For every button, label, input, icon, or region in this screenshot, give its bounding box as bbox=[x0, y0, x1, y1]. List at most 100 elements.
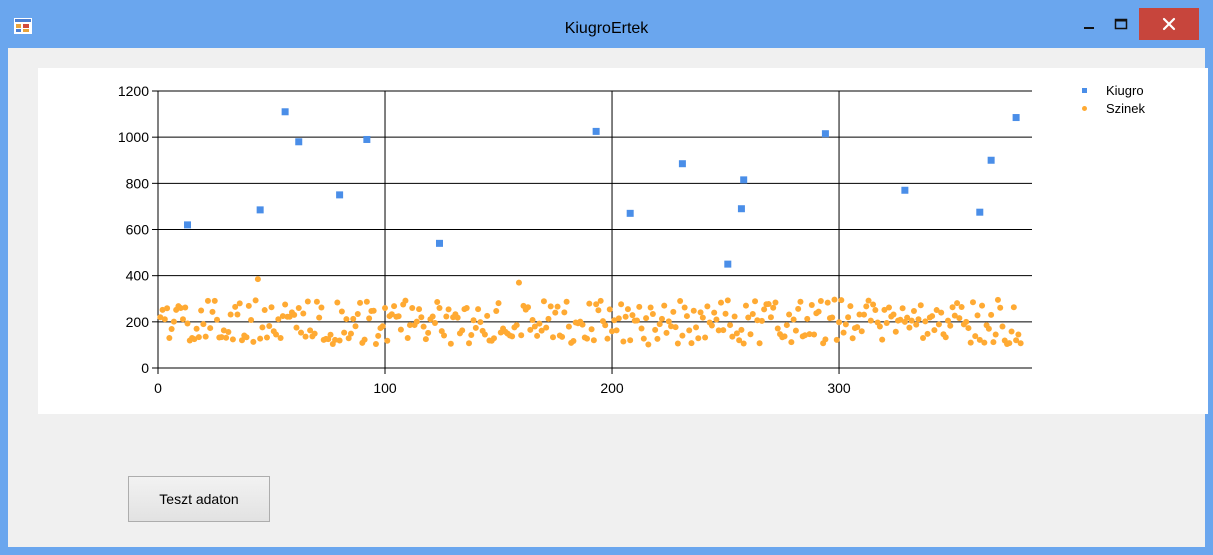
data-point-szinek bbox=[304, 298, 311, 305]
y-tick-label: 0 bbox=[141, 360, 149, 376]
data-point-szinek bbox=[774, 325, 781, 332]
data-point-kiugro bbox=[435, 239, 443, 247]
data-point-szinek bbox=[350, 315, 357, 322]
data-point-szinek bbox=[904, 314, 911, 321]
data-point-szinek bbox=[343, 316, 350, 323]
data-point-szinek bbox=[754, 317, 761, 324]
data-point-szinek bbox=[861, 311, 868, 318]
data-point-szinek bbox=[736, 337, 743, 344]
data-point-szinek bbox=[447, 340, 454, 347]
data-point-szinek bbox=[833, 336, 840, 343]
app-icon[interactable] bbox=[14, 18, 32, 34]
data-point-szinek bbox=[752, 298, 759, 305]
data-point-szinek bbox=[184, 320, 191, 327]
data-point-szinek bbox=[529, 316, 536, 323]
data-point-szinek bbox=[404, 334, 411, 341]
data-point-szinek bbox=[354, 310, 361, 317]
data-point-szinek bbox=[969, 299, 976, 306]
title-bar[interactable]: KiugroErtek bbox=[0, 0, 1213, 58]
data-point-szinek bbox=[711, 309, 718, 316]
data-point-szinek bbox=[988, 311, 995, 318]
test-data-button[interactable]: Teszt adaton bbox=[128, 476, 270, 522]
data-point-szinek bbox=[618, 301, 625, 308]
data-point-szinek bbox=[622, 313, 629, 320]
data-point-szinek bbox=[845, 314, 852, 321]
close-icon[interactable] bbox=[1139, 8, 1199, 40]
data-point-szinek bbox=[300, 310, 307, 317]
client-area: 0 200 400 600 800 1000 1200 0 100 200 300 Kiugro S… bbox=[8, 48, 1208, 547]
data-point-szinek bbox=[690, 307, 697, 314]
data-point-szinek bbox=[720, 327, 727, 334]
data-point-szinek bbox=[195, 334, 202, 341]
data-point-szinek bbox=[238, 337, 245, 344]
data-point-szinek bbox=[443, 313, 450, 320]
data-point-szinek bbox=[668, 323, 675, 330]
data-point-szinek bbox=[357, 299, 364, 306]
data-point-szinek bbox=[250, 338, 257, 345]
data-point-szinek bbox=[654, 335, 661, 342]
data-point-szinek bbox=[243, 334, 250, 341]
data-point-szinek bbox=[409, 304, 416, 311]
data-point-szinek bbox=[897, 316, 904, 323]
maximize-icon[interactable] bbox=[1108, 14, 1134, 36]
data-point-szinek bbox=[277, 334, 284, 341]
data-point-szinek bbox=[525, 304, 532, 311]
data-point-szinek bbox=[366, 315, 373, 322]
data-point-szinek bbox=[815, 308, 822, 315]
data-point-szinek bbox=[402, 297, 409, 304]
data-point-szinek bbox=[942, 334, 949, 341]
data-point-szinek bbox=[1013, 337, 1020, 344]
data-point-szinek bbox=[879, 336, 886, 343]
data-point-szinek bbox=[170, 318, 177, 325]
data-point-szinek bbox=[699, 314, 706, 321]
data-point-szinek bbox=[597, 297, 604, 304]
data-point-szinek bbox=[865, 297, 872, 304]
data-point-kiugro bbox=[295, 138, 303, 146]
data-point-szinek bbox=[863, 303, 870, 310]
data-point-szinek bbox=[332, 336, 339, 343]
data-point-szinek bbox=[695, 335, 702, 342]
data-point-szinek bbox=[620, 338, 627, 345]
data-point-szinek bbox=[379, 323, 386, 330]
data-point-szinek bbox=[783, 322, 790, 329]
data-point-szinek bbox=[561, 309, 568, 316]
data-point-szinek bbox=[588, 326, 595, 333]
data-point-szinek bbox=[665, 318, 672, 325]
data-point-szinek bbox=[454, 314, 461, 321]
data-point-szinek bbox=[761, 306, 768, 313]
data-point-szinek bbox=[913, 321, 920, 328]
data-point-szinek bbox=[543, 324, 550, 331]
data-point-szinek bbox=[586, 300, 593, 307]
y-tick-label: 1200 bbox=[118, 83, 149, 99]
data-point-szinek bbox=[727, 322, 734, 329]
data-point-szinek bbox=[633, 317, 640, 324]
data-point-szinek bbox=[441, 332, 448, 339]
data-point-szinek bbox=[166, 334, 173, 341]
data-point-szinek bbox=[951, 312, 958, 319]
data-point-kiugro bbox=[184, 221, 192, 229]
data-point-szinek bbox=[429, 313, 436, 320]
legend-marker-kiugro bbox=[1082, 88, 1087, 93]
data-point-szinek bbox=[849, 335, 856, 342]
data-point-szinek bbox=[738, 326, 745, 333]
data-point-szinek bbox=[336, 337, 343, 344]
data-point-szinek bbox=[990, 339, 997, 346]
data-point-szinek bbox=[375, 332, 382, 339]
data-point-szinek bbox=[273, 331, 280, 338]
data-point-szinek bbox=[179, 316, 186, 323]
data-point-szinek bbox=[252, 297, 259, 304]
scatter-chart: 0 200 400 600 800 1000 1200 0 100 200 300 Kiugro S… bbox=[38, 68, 1208, 414]
data-point-szinek bbox=[334, 299, 341, 306]
data-point-szinek bbox=[590, 337, 597, 344]
data-point-szinek bbox=[824, 299, 831, 306]
data-point-szinek bbox=[570, 337, 577, 344]
minimize-icon[interactable] bbox=[1076, 14, 1102, 36]
data-point-szinek bbox=[856, 311, 863, 318]
data-point-szinek bbox=[177, 304, 184, 311]
data-point-szinek bbox=[550, 334, 557, 341]
data-point-szinek bbox=[747, 331, 754, 338]
data-point-szinek bbox=[933, 307, 940, 314]
data-point-szinek bbox=[193, 325, 200, 332]
data-point-szinek bbox=[490, 335, 497, 342]
data-point-szinek bbox=[536, 320, 543, 327]
